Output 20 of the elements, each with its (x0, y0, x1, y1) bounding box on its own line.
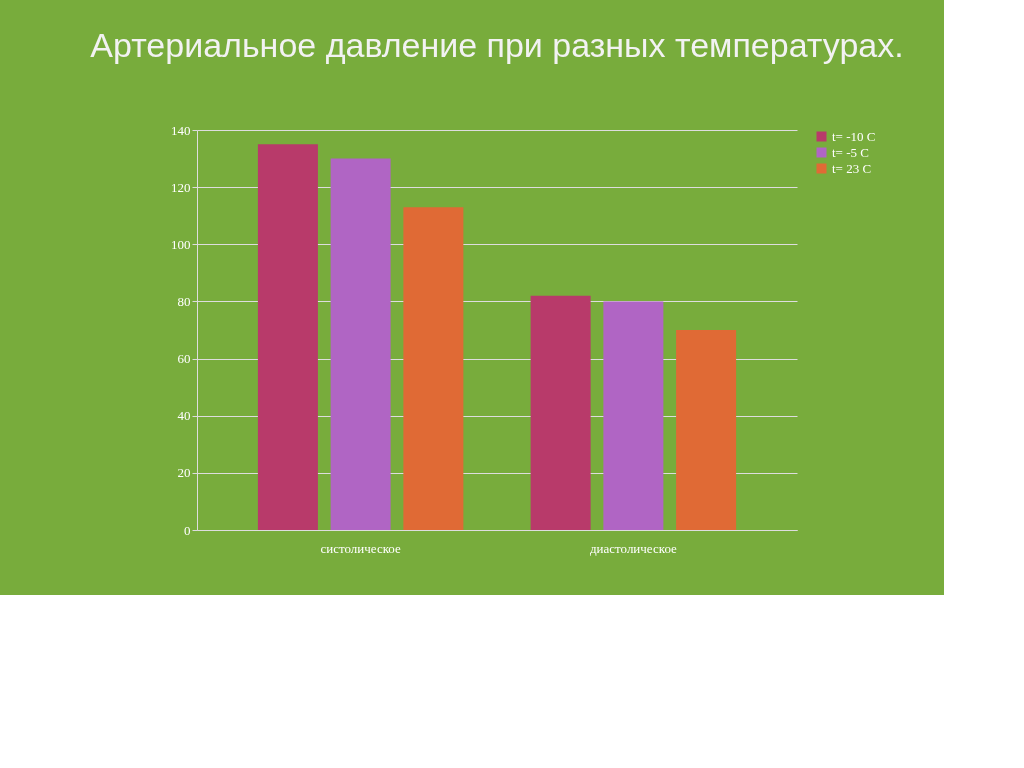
y-tick-label: 140 (171, 122, 191, 138)
chart-title: Артериальное давление при разных температурах. (90, 26, 904, 64)
legend-label: t= 23 C (832, 160, 872, 176)
y-tick-label: 120 (171, 179, 191, 195)
bar (403, 207, 464, 530)
bar (530, 295, 591, 530)
bar (603, 301, 664, 530)
y-tick-label: 20 (177, 465, 191, 481)
bar (676, 330, 737, 530)
y-tick-label: 0 (184, 522, 191, 538)
y-tick-label: 40 (177, 408, 191, 424)
legend-label: t= -10 C (832, 128, 876, 144)
y-tick-label: 60 (177, 351, 191, 367)
legend-label: t= -5 C (832, 144, 869, 160)
y-tick-label: 80 (177, 293, 191, 309)
x-tick-label: систолическое (320, 540, 401, 556)
x-tick-label: диастолическое (589, 540, 678, 556)
y-tick-label: 100 (171, 236, 191, 252)
bar (330, 158, 391, 530)
bar (257, 144, 318, 530)
